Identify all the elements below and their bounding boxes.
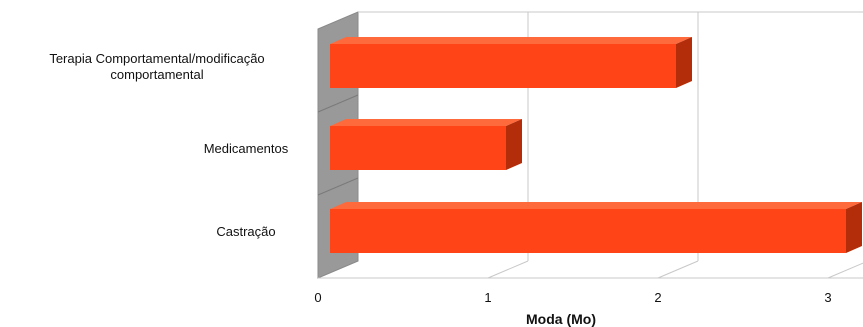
bars xyxy=(330,37,862,253)
x-tick-label: 2 xyxy=(654,290,661,305)
wall-separator xyxy=(317,177,359,196)
x-tick-label: 0 xyxy=(314,290,321,305)
category-label: Castração xyxy=(216,224,275,239)
bar-front-face xyxy=(330,44,676,88)
category-label: Terapia Comportamental/modificação compor… xyxy=(49,51,264,82)
wall-separator xyxy=(317,94,359,113)
category-label: Medicamentos xyxy=(204,141,289,156)
bar xyxy=(330,119,522,170)
bar xyxy=(330,37,692,88)
bar-top-face xyxy=(330,119,522,126)
bar-front-face xyxy=(330,126,506,170)
bar-top-face xyxy=(330,202,862,209)
bar-top-face xyxy=(330,37,692,44)
gridline-floor xyxy=(657,260,699,279)
bar xyxy=(330,202,862,253)
bar-side-face xyxy=(676,37,692,88)
bar-side-face xyxy=(506,119,522,170)
category-labels: Terapia Comportamental/modificação compor… xyxy=(49,51,288,239)
x-tick-label: 1 xyxy=(484,290,491,305)
gridline-floor xyxy=(827,262,863,279)
bar-side-face xyxy=(846,202,862,253)
x-tick-labels: 0 1 2 3 xyxy=(314,290,831,305)
bar-front-face xyxy=(330,209,846,253)
x-axis-title: Moda (Mo) xyxy=(526,311,596,327)
x-tick-label: 3 xyxy=(824,290,831,305)
gridline-floor xyxy=(487,260,529,279)
